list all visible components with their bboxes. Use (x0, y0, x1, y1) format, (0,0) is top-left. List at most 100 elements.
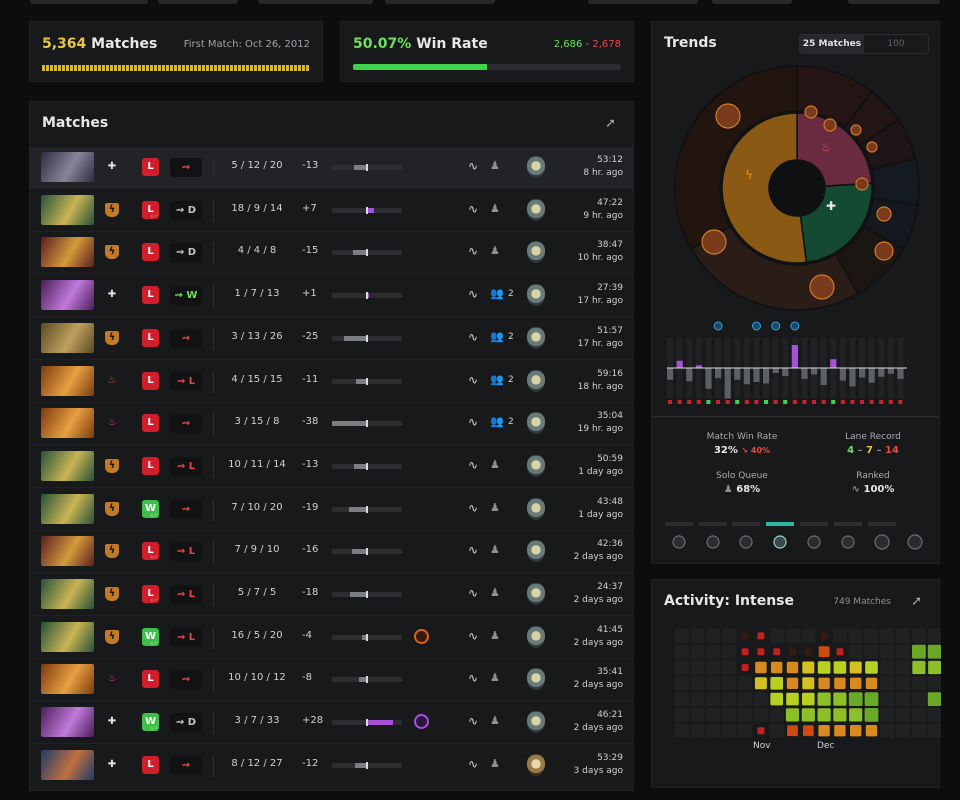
hero-portrait[interactable] (41, 621, 94, 652)
activity-day-cell[interactable] (706, 628, 721, 643)
net-bar[interactable] (878, 368, 885, 377)
top-tab-stub[interactable] (588, 0, 698, 4)
hero-portrait[interactable] (41, 408, 94, 439)
match-row[interactable]: ♨ L ⇝ 10 / 10 / 12 -8 ∿ ♟ 35:41 2 days a… (30, 659, 633, 702)
match-row[interactable]: ✚ L ⇝ W 1 / 7 / 13 +1 ∿ 👥 2 27:39 17 hr.… (30, 275, 633, 318)
activity-day-cell[interactable] (817, 708, 831, 722)
activity-day-cell[interactable] (738, 692, 753, 707)
activity-day-cell[interactable] (674, 628, 689, 643)
activity-day-cell[interactable] (880, 707, 895, 722)
activity-day-cell[interactable] (820, 632, 828, 640)
activity-day-cell[interactable] (850, 677, 862, 689)
net-bar[interactable] (830, 359, 837, 368)
activity-day-cell[interactable] (722, 723, 737, 738)
rank-medal-icon[interactable] (841, 535, 855, 549)
activity-day-cell[interactable] (741, 648, 749, 656)
hero-token[interactable] (804, 105, 818, 119)
open-external-icon[interactable]: ➚ (911, 594, 922, 609)
activity-day-cell[interactable] (690, 644, 705, 659)
activity-day-cell[interactable] (785, 628, 800, 643)
activity-day-cell[interactable] (880, 723, 895, 738)
activity-day-cell[interactable] (738, 707, 753, 722)
activity-day-cell[interactable] (896, 628, 911, 643)
role-share-sector[interactable] (721, 112, 808, 264)
hero-token[interactable] (855, 177, 869, 191)
activity-day-cell[interactable] (690, 707, 705, 722)
match-row[interactable]: ϟ L ⇝ D 4 / 4 / 8 -15 ∿ ♟ 38:47 10 hr. a… (30, 232, 633, 275)
open-external-icon[interactable]: ➚ (605, 116, 616, 131)
activity-day-cell[interactable] (769, 628, 784, 643)
activity-day-cell[interactable] (880, 676, 895, 691)
activity-day-cell[interactable] (818, 646, 830, 658)
hero-token[interactable] (850, 124, 862, 136)
activity-day-cell[interactable] (789, 648, 796, 656)
match-row[interactable]: ✚ W ↩ ⇝ D 3 / 7 / 33 +28 ∿ ♟ 46:21 2 day… (30, 702, 633, 745)
activity-day-cell[interactable] (802, 661, 815, 674)
top-tab-stub[interactable] (712, 0, 792, 4)
net-bar[interactable] (772, 368, 779, 373)
activity-day-cell[interactable] (755, 661, 767, 674)
hero-portrait[interactable] (41, 493, 94, 524)
activity-day-cell[interactable] (674, 676, 689, 691)
activity-day-cell[interactable] (912, 660, 926, 675)
activity-day-cell[interactable] (818, 725, 830, 737)
hero-marker-icon[interactable] (790, 321, 800, 331)
activity-day-cell[interactable] (722, 644, 737, 659)
rank-medal-icon[interactable] (874, 534, 890, 550)
activity-day-cell[interactable] (753, 707, 768, 722)
activity-day-cell[interactable] (706, 692, 721, 707)
toggle-25-matches[interactable]: 25 Matches (800, 35, 864, 53)
activity-day-cell[interactable] (848, 692, 863, 706)
activity-day-cell[interactable] (836, 648, 844, 656)
role-share-sector[interactable] (799, 182, 873, 264)
net-bar[interactable] (667, 368, 674, 380)
hero-portrait[interactable] (41, 280, 94, 311)
activity-day-cell[interactable] (674, 707, 689, 722)
top-tab-stub[interactable] (30, 0, 148, 4)
net-bar[interactable] (868, 368, 875, 383)
match-row[interactable]: ϟ L ↩ ⇝ L 7 / 9 / 10 -16 ∿ ♟ 42:36 2 day… (30, 531, 633, 574)
top-tab-stub[interactable] (848, 0, 940, 4)
hero-portrait[interactable] (41, 194, 94, 225)
rank-medal-icon[interactable] (706, 535, 720, 549)
toggle-100-matches[interactable]: 100 (887, 39, 905, 49)
activity-day-cell[interactable] (674, 692, 689, 707)
activity-day-cell[interactable] (865, 661, 878, 674)
activity-day-cell[interactable] (801, 708, 815, 722)
hero-portrait[interactable] (41, 664, 94, 695)
net-bar[interactable] (705, 368, 712, 389)
activity-day-cell[interactable] (722, 692, 737, 707)
activity-day-cell[interactable] (896, 707, 911, 722)
activity-day-cell[interactable] (927, 707, 941, 722)
net-bar[interactable] (801, 368, 808, 379)
activity-day-cell[interactable] (834, 677, 846, 689)
net-bar[interactable] (734, 368, 741, 380)
activity-day-cell[interactable] (769, 723, 784, 738)
net-bar[interactable] (695, 365, 702, 368)
net-bar[interactable] (724, 368, 731, 399)
hero-portrait[interactable] (41, 365, 94, 396)
activity-day-cell[interactable] (864, 708, 879, 722)
hero-marker-icon[interactable] (771, 321, 781, 331)
activity-day-cell[interactable] (896, 644, 911, 659)
rank-medal-icon[interactable] (907, 534, 923, 550)
activity-day-cell[interactable] (864, 644, 879, 659)
net-bar[interactable] (849, 368, 856, 387)
rank-medal-icon[interactable] (773, 535, 787, 549)
activity-day-cell[interactable] (818, 677, 830, 689)
net-bar[interactable] (859, 368, 866, 378)
activity-day-cell[interactable] (674, 644, 689, 659)
hero-portrait[interactable] (41, 707, 94, 738)
trends-range-toggle[interactable]: 25 Matches 100 (799, 34, 929, 54)
activity-day-cell[interactable] (896, 692, 911, 707)
match-row[interactable]: ϟ L ↩ ⇝ L 5 / 7 / 5 -18 ∿ ♟ 24:37 2 days… (30, 574, 633, 616)
net-bar[interactable] (839, 368, 846, 381)
activity-day-cell[interactable] (880, 660, 895, 675)
award-icon[interactable] (414, 714, 429, 730)
activity-day-cell[interactable] (706, 660, 721, 675)
match-row[interactable]: ϟ W ↩ ⇝ L 16 / 5 / 20 -4 ∿ ♟ 41:45 2 day… (30, 617, 633, 659)
net-bar[interactable] (897, 368, 904, 379)
activity-day-cell[interactable] (690, 676, 705, 691)
activity-day-cell[interactable] (833, 692, 847, 706)
net-bar[interactable] (791, 345, 798, 368)
